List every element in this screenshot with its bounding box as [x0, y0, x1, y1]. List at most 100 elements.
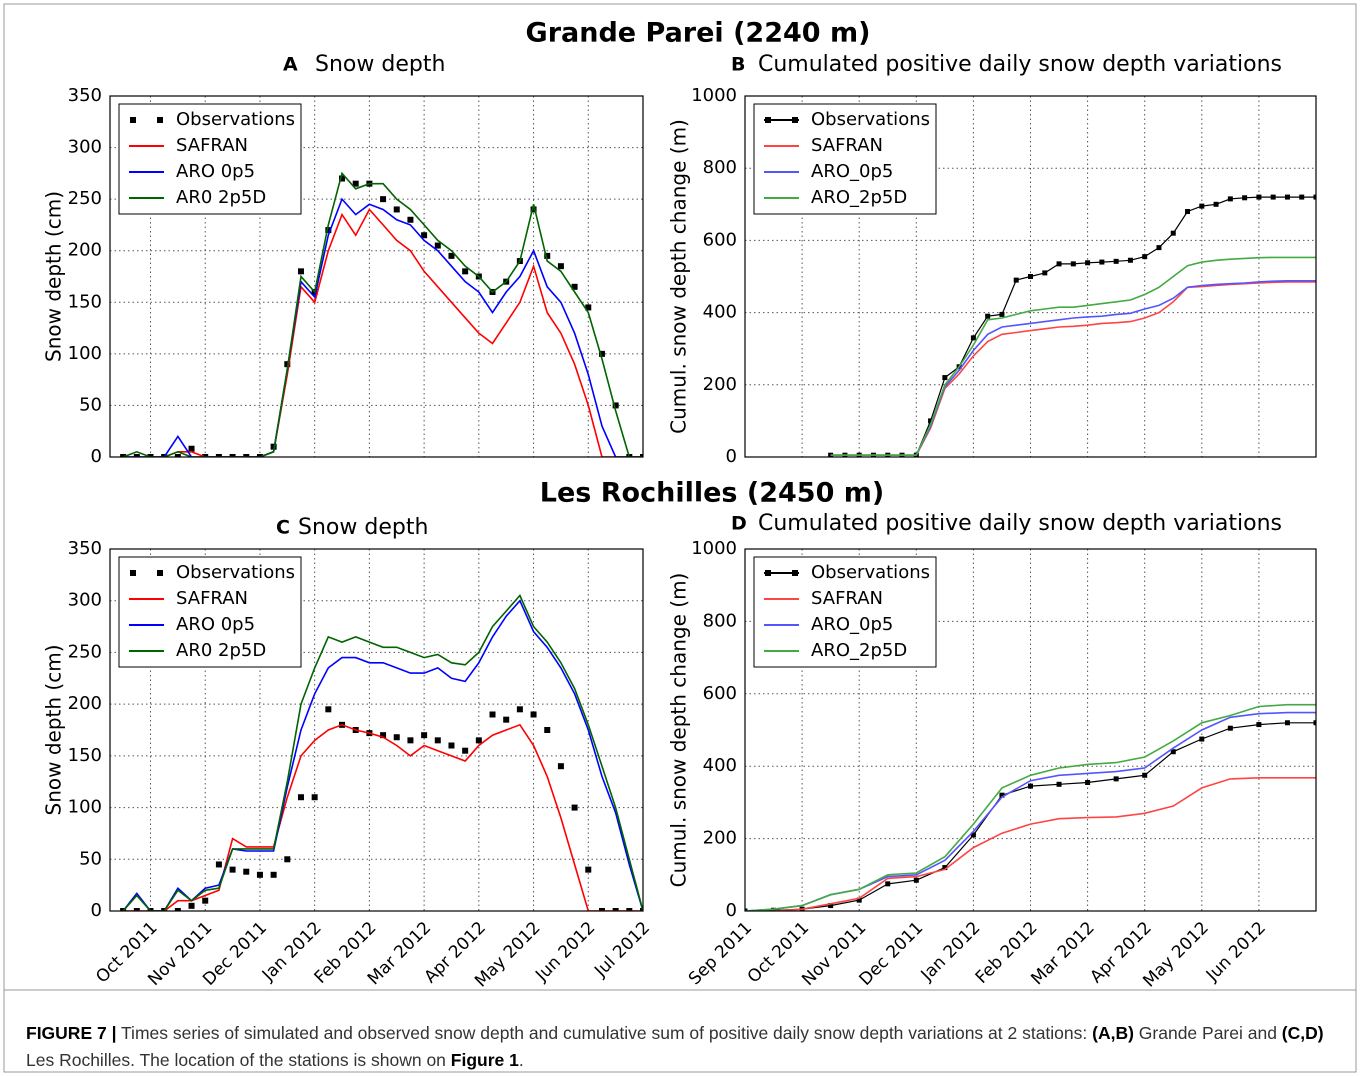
- marker: [1013, 277, 1019, 283]
- marker: [434, 737, 441, 744]
- y-tick-label: 350: [68, 85, 102, 106]
- marker: [297, 268, 304, 275]
- marker: [311, 794, 318, 801]
- marker: [557, 263, 564, 270]
- marker: [626, 908, 633, 911]
- legend-label: Observations: [811, 562, 930, 583]
- legend-label: SAFRAN: [176, 135, 248, 156]
- plot-area: [745, 703, 1316, 911]
- y-tick-label: 350: [68, 538, 102, 559]
- marker: [1085, 260, 1091, 266]
- panel-label: C: [276, 517, 290, 539]
- marker: [202, 897, 209, 904]
- marker: [393, 734, 400, 741]
- x-tick-label: Jul 2012: [590, 918, 654, 982]
- marker: [544, 252, 551, 259]
- y-tick-label: 300: [68, 137, 102, 158]
- y-tick-label: 100: [68, 797, 102, 818]
- marker: [1284, 194, 1290, 200]
- marker: [475, 737, 482, 744]
- marker: [1185, 209, 1191, 215]
- marker: [393, 206, 400, 213]
- marker: [856, 897, 862, 903]
- y-tick-label: 250: [68, 641, 102, 662]
- marker: [489, 711, 496, 718]
- x-tick-label: Sep 2011: [685, 918, 756, 989]
- marker: [188, 445, 195, 452]
- marker: [970, 832, 976, 838]
- marker: [174, 454, 181, 457]
- marker: [503, 716, 510, 723]
- y-tick-label: 1000: [691, 85, 737, 106]
- marker: [1199, 203, 1205, 209]
- y-tick-label: 150: [68, 291, 102, 312]
- y-tick-label: 150: [68, 745, 102, 766]
- legend-label: ARO 0p5: [176, 614, 255, 635]
- marker: [256, 871, 263, 878]
- chart-title: Cumulated positive daily snow depth vari…: [758, 511, 1282, 536]
- marker: [380, 196, 387, 203]
- marker: [970, 335, 976, 341]
- y-tick-label: 0: [726, 446, 737, 467]
- marker: [1213, 201, 1219, 207]
- marker: [1242, 195, 1248, 201]
- marker: [1313, 194, 1316, 200]
- plot-area: [120, 594, 643, 911]
- plot-frame: [744, 548, 1317, 912]
- y-tick-label: 50: [79, 848, 102, 869]
- plot-area: [120, 171, 643, 457]
- legend-label: SAFRAN: [811, 135, 883, 156]
- marker: [120, 908, 127, 911]
- marker: [243, 454, 250, 457]
- marker: [284, 856, 291, 863]
- marker: [174, 908, 181, 911]
- series-line: [122, 599, 643, 911]
- legend-swatch: [792, 570, 798, 576]
- caption-part: Times series of simulated and observed s…: [116, 1023, 1093, 1043]
- marker: [229, 454, 236, 457]
- marker: [421, 232, 428, 239]
- marker: [745, 908, 748, 911]
- legend-box: [753, 103, 937, 215]
- series-line: [122, 594, 643, 911]
- marker: [1256, 722, 1262, 728]
- marker: [462, 747, 469, 754]
- legend-label: ARO_2p5D: [811, 187, 907, 208]
- series-line: [745, 703, 1316, 911]
- legend-box: [118, 103, 302, 215]
- marker: [1070, 261, 1076, 267]
- y-tick-label: 100: [68, 343, 102, 364]
- marker: [1113, 258, 1119, 264]
- y-tick-label: 200: [68, 240, 102, 261]
- marker: [640, 908, 643, 911]
- marker: [1142, 254, 1148, 260]
- marker: [885, 881, 891, 887]
- marker: [598, 350, 605, 357]
- marker: [1042, 270, 1048, 276]
- marker: [1199, 736, 1205, 742]
- legend-label: ARO_2p5D: [811, 640, 907, 661]
- chart-title: Cumulated positive daily snow depth vari…: [758, 52, 1282, 77]
- legend-label: Observations: [176, 562, 295, 583]
- marker: [421, 732, 428, 739]
- marker: [942, 375, 948, 381]
- caption-part: FIGURE 7 |: [26, 1023, 117, 1043]
- marker: [913, 877, 919, 883]
- y-axis-label: Cumul. snow depth change (m): [667, 573, 691, 888]
- plot-frame: [109, 95, 644, 458]
- y-tick-label: 300: [68, 590, 102, 611]
- marker: [585, 304, 592, 311]
- legend-swatch: [130, 117, 136, 123]
- marker: [270, 443, 277, 450]
- y-tick-label: 400: [703, 302, 737, 323]
- marker: [448, 252, 455, 259]
- y-tick-label: 600: [703, 229, 737, 250]
- marker: [1127, 257, 1133, 263]
- marker: [243, 868, 250, 875]
- marker: [585, 866, 592, 873]
- marker: [1099, 259, 1105, 265]
- panel-label: A: [283, 54, 298, 76]
- marker: [448, 742, 455, 749]
- marker: [1256, 194, 1262, 200]
